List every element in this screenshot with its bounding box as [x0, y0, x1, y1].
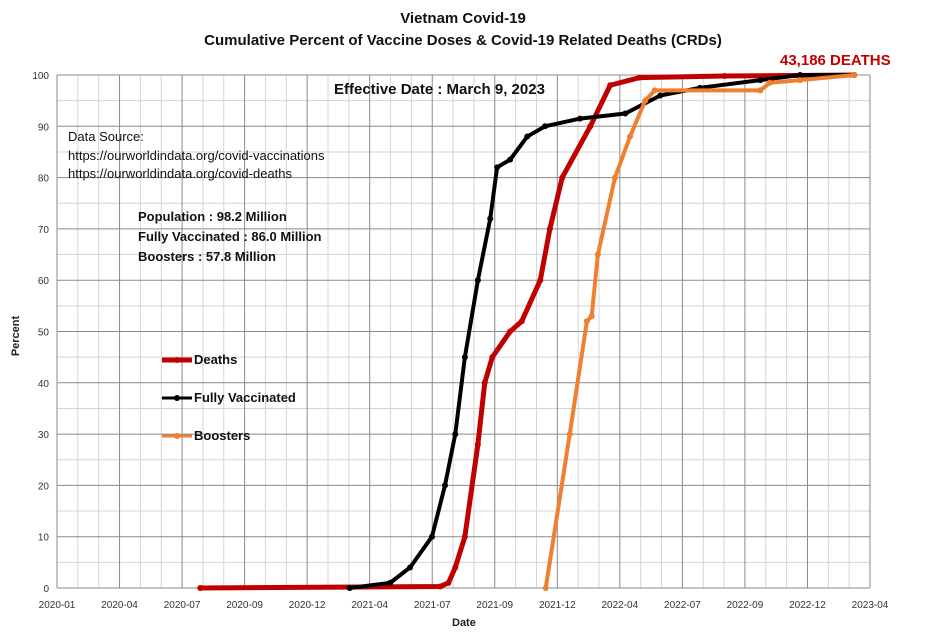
boosters-point — [627, 133, 634, 140]
fully-vaccinated-point — [577, 115, 584, 122]
boosters-point — [588, 313, 595, 320]
fully-vaccinated-point — [441, 482, 448, 489]
boosters-point — [766, 79, 773, 86]
x-tick-label: 2022-12 — [789, 600, 826, 611]
x-tick-label: 2022-04 — [601, 600, 638, 611]
y-tick-label: 40 — [38, 379, 50, 390]
boosters-point — [797, 77, 804, 84]
y-tick-label: 60 — [38, 276, 50, 287]
y-tick-label: 100 — [32, 71, 49, 82]
legend-boosters: Boosters — [194, 428, 251, 443]
fully-vaccinated-stat: Fully Vaccinated : 86.0 Million — [138, 229, 322, 244]
deaths-point — [546, 225, 553, 232]
boosters-point — [611, 174, 618, 181]
fully-vaccinated-point — [757, 77, 764, 84]
x-tick-label: 2020-09 — [226, 600, 263, 611]
x-tick-label: 2022-07 — [664, 600, 701, 611]
y-tick-label: 30 — [38, 430, 50, 441]
deaths-point — [437, 583, 444, 590]
y-tick-label: 0 — [43, 584, 49, 595]
deaths-point — [607, 82, 614, 89]
y-tick-label: 20 — [38, 481, 50, 492]
x-tick-label: 2021-04 — [351, 600, 388, 611]
source-heading: Data Source: — [68, 129, 144, 144]
y-tick-label: 90 — [38, 122, 50, 133]
fully-vaccinated-point — [461, 354, 468, 361]
legend-marker-dot-deaths — [174, 357, 180, 363]
fully-vaccinated-point — [657, 92, 664, 99]
x-tick-label: 2020-07 — [164, 600, 201, 611]
deaths-point — [489, 354, 496, 361]
source-link-deaths: https://ourworldindata.org/covid-deaths — [68, 166, 293, 181]
boosters-point — [542, 585, 549, 591]
deaths-point — [537, 277, 544, 284]
boosters-point — [566, 431, 573, 438]
source-link-vaccinations: https://ourworldindata.org/covid-vaccina… — [68, 148, 325, 163]
x-tick-label: 2020-04 — [101, 600, 138, 611]
boosters-point — [651, 87, 658, 94]
y-tick-label: 10 — [38, 533, 50, 544]
chart-title: Vietnam Covid-19 — [400, 10, 526, 27]
x-tick-label: 2021-07 — [414, 600, 451, 611]
x-axis-label: Date — [452, 617, 476, 629]
effective-date: Effective Date : March 9, 2023 — [334, 81, 545, 98]
fully-vaccinated-point — [407, 564, 414, 571]
deaths-point — [445, 579, 452, 586]
fully-vaccinated-point — [452, 431, 459, 438]
fully-vaccinated-point — [494, 164, 501, 171]
x-tick-label: 2023-04 — [852, 600, 889, 611]
deaths-point — [461, 533, 468, 540]
fully-vaccinated-point — [524, 133, 531, 140]
fully-vaccinated-point — [487, 215, 494, 222]
deaths-point — [474, 441, 481, 448]
y-tick-label: 50 — [38, 328, 50, 339]
deaths-point — [587, 123, 594, 130]
deaths-point — [636, 74, 643, 81]
x-tick-label: 2022-09 — [727, 600, 764, 611]
boosters-point — [583, 318, 590, 325]
x-tick-label: 2021-09 — [476, 600, 513, 611]
boosters-point — [594, 251, 601, 258]
fully-vaccinated-point — [346, 585, 353, 591]
boosters-point — [851, 72, 858, 78]
boosters-point — [642, 97, 649, 104]
fully-vaccinated-point — [622, 110, 629, 117]
fully-vaccinated-point — [387, 579, 394, 586]
y-tick-label: 70 — [38, 225, 50, 236]
legend-marker-dot-fully-vaccinated — [174, 395, 180, 401]
fully-vaccinated-point — [507, 156, 514, 163]
y-tick-label: 80 — [38, 174, 50, 185]
x-tick-label: 2021-12 — [539, 600, 576, 611]
fully-vaccinated-point — [474, 277, 481, 284]
x-tick-label: 2020-01 — [39, 600, 76, 611]
deaths-annotation: 43,186 DEATHS — [780, 52, 891, 69]
deaths-point — [559, 174, 566, 181]
deaths-point — [452, 564, 459, 571]
chart-subtitle: Cumulative Percent of Vaccine Doses & Co… — [204, 32, 722, 49]
x-tick-label: 2020-12 — [289, 600, 326, 611]
boosters-stat: Boosters : 57.8 Million — [138, 249, 276, 264]
fully-vaccinated-point — [428, 533, 435, 540]
deaths-point — [481, 379, 488, 386]
legend-marker-dot-boosters — [174, 433, 180, 439]
fully-vaccinated-point — [797, 72, 804, 78]
population-stat: Population : 98.2 Million — [138, 209, 287, 224]
fully-vaccinated-point — [542, 123, 549, 130]
legend-fully-vaccinated: Fully Vaccinated — [194, 390, 296, 405]
deaths-point — [721, 73, 728, 80]
legend-deaths: Deaths — [194, 352, 238, 367]
deaths-point — [197, 585, 204, 591]
boosters-point — [757, 87, 764, 94]
deaths-point — [507, 328, 514, 335]
deaths-point — [518, 318, 525, 325]
y-axis-label: Percent — [10, 315, 23, 357]
